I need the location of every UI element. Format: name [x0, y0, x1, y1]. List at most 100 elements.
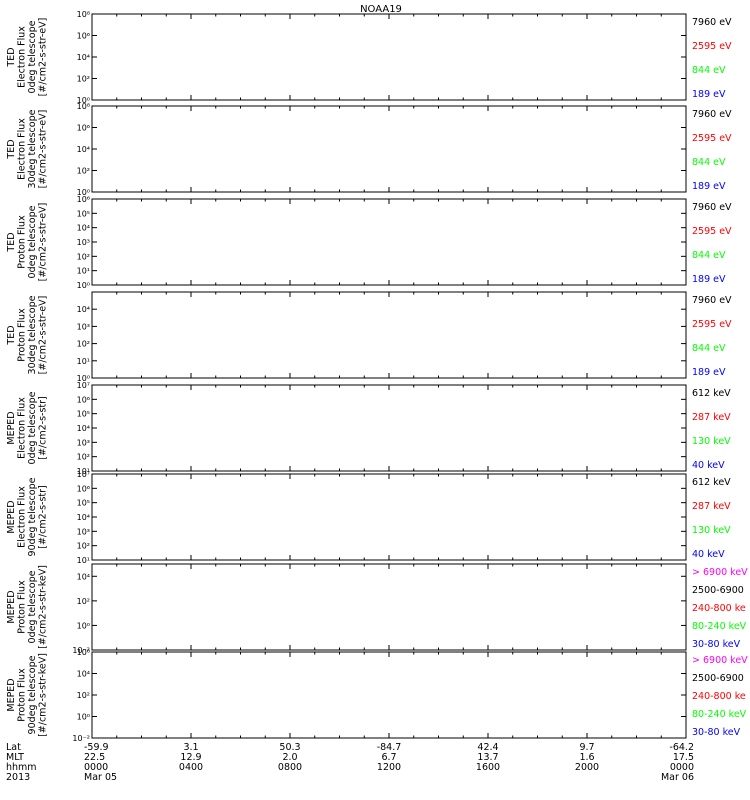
y-axis-label-line: Electron Flux: [17, 397, 28, 459]
x-tick-label: 3.1: [183, 742, 198, 753]
y-tick-label: 10¹: [77, 267, 90, 276]
legend-entry: 80-240 keV: [692, 709, 747, 720]
legend-entry: 30-80 keV: [692, 639, 741, 650]
y-axis-label: MEPEDProton Flux90deg telescope[#/cm2-s-…: [6, 653, 49, 737]
y-tick-label: 10⁶: [77, 395, 90, 404]
y-axis-label-line: [#/cm2-s-str-eV]: [38, 110, 49, 189]
y-axis-label: MEPEDProton Flux0deg telescope[#/cm2-s-s…: [6, 565, 49, 649]
y-tick-label: 10⁴: [77, 224, 90, 233]
x-tick-label: 13.7: [477, 752, 498, 763]
y-axis-label: TEDProton Flux0deg telescope[#/cm2-s-str…: [6, 203, 49, 282]
y-tick-label: 10⁶: [77, 32, 90, 41]
legend-entry: 2595 eV: [692, 41, 732, 52]
x-tick-label: 12.9: [180, 752, 201, 763]
legend-entry: 7960 eV: [692, 109, 732, 120]
legend-entry: 844 eV: [692, 157, 726, 168]
y-axis-label-line: MEPED: [6, 411, 17, 444]
y-tick-label: 10⁴: [77, 305, 90, 314]
y-axis-label: MEPEDElectron Flux90deg telescope[#/cm2-…: [6, 477, 49, 556]
y-tick-label: 10⁰: [77, 621, 90, 630]
x-row-label: 2013: [6, 772, 30, 783]
panel-frame: [91, 563, 687, 651]
y-tick-label: 10⁶: [77, 124, 90, 133]
y-axis-label-line: TED: [6, 139, 17, 159]
legend-entry: 612 keV: [692, 477, 731, 488]
y-tick-label: 10⁵: [77, 410, 90, 419]
x-row-label: Lat: [6, 742, 21, 753]
legend-entry: 2500-6900: [692, 585, 744, 596]
y-tick-label: 10⁰: [77, 713, 90, 722]
x-tick-label: 50.3: [279, 742, 300, 753]
panel-frame: [91, 198, 687, 286]
y-tick-label: 10³: [77, 238, 90, 247]
y-tick-label: 10⁴: [77, 424, 90, 433]
legend-entry: 7960 eV: [692, 295, 732, 306]
y-tick-label: 10¹: [77, 467, 90, 476]
legend-entry: 189 eV: [692, 181, 726, 192]
y-axis-label-line: Electron Flux: [17, 26, 28, 88]
panel-4: 10⁰ 10¹ 10² 10³ 10⁴ TEDProton Flux30deg teles…: [6, 291, 732, 383]
legend-entry: > 6900 keV: [692, 567, 748, 578]
y-tick-label: 10⁵: [77, 499, 90, 508]
y-tick-label: 10⁴: [77, 513, 90, 522]
y-axis-label: MEPEDElectron Flux0deg telescope[#/cm2-s…: [6, 391, 49, 464]
y-axis-label-line: MEPED: [6, 590, 17, 623]
y-tick-label: 10⁰: [77, 188, 90, 197]
legend-entry: 240-800 ke: [692, 691, 746, 702]
y-tick-label: 10⁸: [77, 102, 90, 111]
y-tick-label: 10²: [77, 691, 90, 700]
y-tick-label: 10⁰: [77, 96, 90, 105]
y-axis-label-line: 30deg telescope: [27, 295, 38, 374]
y-tick-label: 10²: [77, 597, 90, 606]
x-tick-label: 0800: [278, 762, 302, 773]
panel-frame: [91, 384, 687, 472]
x-tick-label: 17.5: [673, 752, 694, 763]
x-tick-label: Mar 05: [84, 772, 117, 783]
legend-entry: 40 keV: [692, 549, 725, 560]
y-tick-label: 10²: [77, 167, 90, 176]
x-tick-label: 2.0: [282, 752, 297, 763]
legend-entry: 189 eV: [692, 274, 726, 285]
y-tick-label: 10⁷: [77, 381, 90, 390]
x-tick-label: 1.6: [579, 752, 594, 763]
x-tick-label: 0400: [179, 762, 203, 773]
y-axis-label-line: TED: [6, 325, 17, 345]
y-tick-label: 10⁸: [77, 10, 90, 19]
y-axis-label: TEDElectron Flux0deg telescope[#/cm2-s-s…: [6, 18, 49, 97]
x-tick-label: 1600: [476, 762, 500, 773]
y-tick-label: 10⁵: [77, 209, 90, 218]
panel-7: 10⁻² 10⁰ 10² 10⁴ MEPEDProton Flux0deg telesc…: [6, 563, 748, 655]
y-tick-label: 10²: [77, 542, 90, 551]
x-tick-label: 6.7: [381, 752, 396, 763]
y-tick-label: 10⁶: [77, 195, 90, 204]
legend-entry: 189 eV: [692, 367, 726, 378]
y-axis-label-line: Electron Flux: [17, 486, 28, 548]
x-tick-label: -64.2: [669, 742, 694, 753]
y-axis-label-line: 90deg telescope: [27, 477, 38, 556]
x-tick-label: 42.4: [477, 742, 498, 753]
x-tick-label: 0000: [84, 762, 108, 773]
y-tick-label: 10⁶: [77, 484, 90, 493]
x-tick-label: 0000: [670, 762, 694, 773]
legend-entry: 844 eV: [692, 250, 726, 261]
y-axis-label-line: Electron Flux: [17, 118, 28, 180]
y-axis-label-line: 0deg telescope: [27, 20, 38, 93]
y-tick-label: 10⁰: [77, 374, 90, 383]
y-axis-label-line: [#/cm2-s-str-eV]: [38, 203, 49, 282]
panel-frame: [91, 651, 687, 739]
y-axis-label-line: MEPED: [6, 678, 17, 711]
y-tick-label: 10⁰: [77, 281, 90, 290]
y-axis-label-line: TED: [6, 232, 17, 252]
legend-entry: 287 keV: [692, 501, 731, 512]
y-tick-label: 10⁴: [77, 145, 90, 154]
y-tick-label: 10⁷: [77, 470, 90, 479]
x-row-label: MLT: [6, 752, 24, 763]
y-axis-label-line: [#/cm2-s-str]: [38, 485, 49, 548]
y-axis-label-line: Proton Flux: [17, 668, 28, 722]
y-tick-label: 10²: [77, 453, 90, 462]
legend-entry: 844 eV: [692, 343, 726, 354]
legend-entry: 40 keV: [692, 460, 725, 471]
y-tick-label: 10²: [77, 252, 90, 261]
